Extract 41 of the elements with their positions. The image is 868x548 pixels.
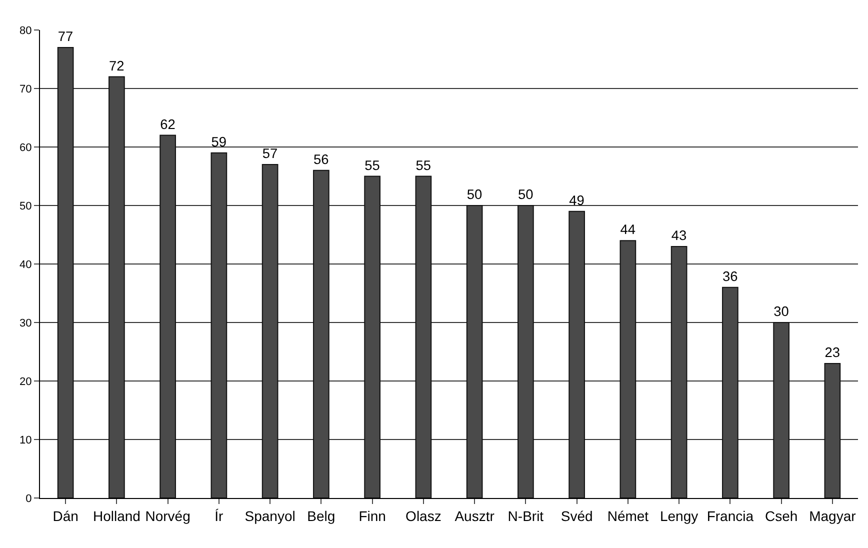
x-tick-label: Holland xyxy=(92,508,140,524)
data-label: 62 xyxy=(160,116,176,132)
data-label: 50 xyxy=(518,187,534,202)
y-tick-label: 60 xyxy=(20,142,32,154)
data-label: 50 xyxy=(466,187,483,202)
y-tick-label: 10 xyxy=(20,434,32,446)
data-label: 55 xyxy=(364,158,380,173)
x-tick-label: Svéd xyxy=(560,508,593,524)
x-tick-label: N-Brit xyxy=(508,508,544,524)
data-label: 49 xyxy=(569,192,584,208)
x-tick-label: Német xyxy=(607,508,649,524)
data-label: 77 xyxy=(58,29,74,44)
data-label: 44 xyxy=(620,222,636,238)
x-tick-label: Magyar xyxy=(809,508,856,524)
data-label: 57 xyxy=(262,146,278,162)
data-label: 30 xyxy=(774,304,790,320)
x-tick-label: Lengy xyxy=(660,508,698,524)
y-tick-label: 80 xyxy=(20,24,32,37)
data-label: 72 xyxy=(109,58,124,74)
x-tick-label: Spanyol xyxy=(244,508,296,524)
x-tick-label: Belg xyxy=(307,508,336,524)
x-tick-label: Finn xyxy=(358,508,386,524)
y-tick-label: 0 xyxy=(26,492,32,505)
x-tick-label: Norvég xyxy=(145,508,190,524)
y-tick-label: 40 xyxy=(20,258,32,271)
data-label: 59 xyxy=(211,134,227,150)
x-tick-label: Ausztr xyxy=(454,508,495,524)
x-tick-label: Dán xyxy=(52,508,78,524)
x-tick-label: Ír xyxy=(214,508,224,524)
data-label: 23 xyxy=(824,345,840,360)
y-tick-label: 70 xyxy=(20,83,32,96)
data-label: 55 xyxy=(416,158,432,173)
y-tick-label: 30 xyxy=(20,317,32,330)
y-tick-label: 50 xyxy=(20,200,32,212)
x-tick-label: Olasz xyxy=(406,508,442,524)
x-tick-label: Francia xyxy=(706,508,754,524)
data-label: 36 xyxy=(722,268,738,284)
data-label: 56 xyxy=(314,152,330,167)
x-tick-label: Cseh xyxy=(764,508,798,524)
y-tick-label: 20 xyxy=(20,376,32,388)
data-label: 43 xyxy=(671,228,688,244)
